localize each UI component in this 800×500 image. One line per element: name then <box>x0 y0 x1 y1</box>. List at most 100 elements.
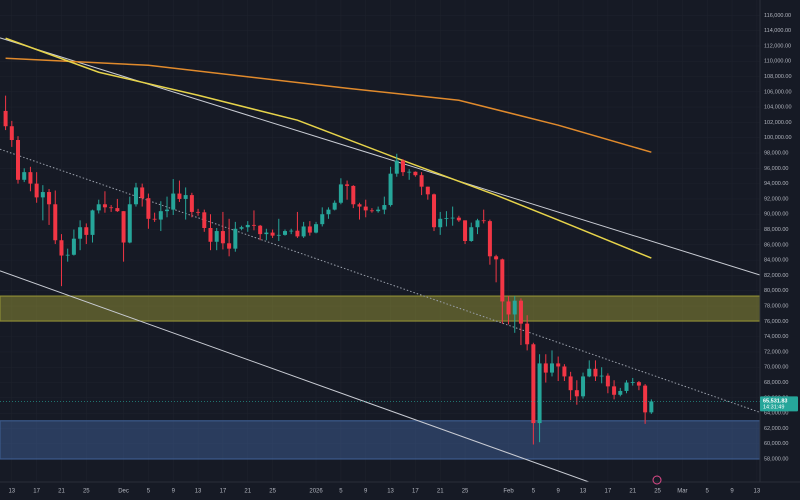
candle-body <box>630 382 635 383</box>
candle-body <box>251 224 256 226</box>
y-tick-label: 110,000.00 <box>764 59 791 65</box>
candle-body <box>90 210 95 235</box>
candle-body <box>587 368 592 377</box>
x-tick-label: 21 <box>437 489 444 495</box>
candle-body <box>556 363 561 367</box>
candle-body <box>53 204 58 241</box>
candle-body <box>84 227 89 235</box>
candle-body <box>196 211 201 213</box>
x-tick-label: 9 <box>730 489 734 495</box>
trendline <box>0 37 760 276</box>
x-tick-label: 13 <box>754 489 761 495</box>
candle-body <box>643 385 648 413</box>
y-tick-label: 94,000.00 <box>764 181 788 187</box>
candle-body <box>96 204 101 211</box>
candle-body <box>463 220 468 241</box>
x-tick-label: 25 <box>269 489 276 495</box>
candle-body <box>400 160 405 173</box>
candle-body <box>618 390 623 395</box>
x-tick-label: 21 <box>244 489 251 495</box>
y-tick-label: 106,000.00 <box>764 89 792 95</box>
candle-body <box>512 300 517 315</box>
y-tick-label: 104,000.00 <box>764 105 792 111</box>
candle-body <box>345 184 350 186</box>
y-tick-label: 72,000.00 <box>764 349 788 355</box>
x-tick-label: 21 <box>58 489 65 495</box>
candle-body <box>649 401 654 413</box>
y-tick-label: 96,000.00 <box>764 166 788 172</box>
candle-body <box>549 363 554 373</box>
candle-body <box>102 204 107 208</box>
x-tick-label: 13 <box>387 489 394 495</box>
candle-body <box>506 301 511 315</box>
candle-body <box>438 218 443 228</box>
last-price-label: 65,531.83 <box>763 398 787 404</box>
candle-body <box>388 173 393 206</box>
y-tick-label: 116,000.00 <box>764 13 791 19</box>
x-tick-label: 13 <box>580 489 587 495</box>
replay-icon[interactable] <box>652 475 662 485</box>
candle-body <box>301 226 306 237</box>
candle-body <box>593 368 598 377</box>
x-tick-label: Dec <box>118 489 129 495</box>
candle-body <box>233 228 238 249</box>
candle-body <box>599 375 604 377</box>
candle-body <box>605 375 610 387</box>
x-tick-label: 9 <box>557 489 561 495</box>
candle-body <box>158 211 163 220</box>
candle-body <box>245 224 250 228</box>
x-tick-label: 17 <box>33 489 40 495</box>
candle-body <box>307 226 312 233</box>
candle-body <box>16 140 21 180</box>
candle-body <box>115 208 120 212</box>
candle-body <box>133 187 138 205</box>
candle-body <box>140 187 145 199</box>
y-tick-label: 58,000.00 <box>764 457 788 463</box>
candle-body <box>624 382 629 391</box>
candle-body <box>320 214 325 225</box>
x-tick-label: 25 <box>462 489 469 495</box>
candle-body <box>34 183 39 198</box>
y-tick-label: 82,000.00 <box>764 273 788 279</box>
candle-body <box>481 220 486 222</box>
y-tick-label: 114,000.00 <box>764 28 791 34</box>
candle-body <box>220 231 225 244</box>
countdown-label: 14:31:49 <box>763 404 784 410</box>
candle-body <box>338 184 343 203</box>
candle-body <box>487 221 492 257</box>
x-tick-label: 17 <box>220 489 227 495</box>
candle-body <box>127 204 132 243</box>
x-tick-label: 9 <box>364 489 368 495</box>
candle-body <box>475 220 480 228</box>
candle-body <box>40 192 45 198</box>
y-tick-label: 80,000.00 <box>764 288 788 294</box>
candle-body <box>444 218 449 219</box>
candle-body <box>227 243 232 249</box>
price-zone <box>0 295 760 322</box>
candle-body <box>152 218 157 220</box>
x-tick-label: 17 <box>412 489 419 495</box>
candle-body <box>450 217 455 219</box>
x-tick-label: 25 <box>654 489 661 495</box>
candle-body <box>189 195 194 212</box>
candle-body <box>537 363 542 424</box>
candle-body <box>413 171 418 176</box>
y-tick-label: 98,000.00 <box>764 150 788 156</box>
x-tick-label: 13 <box>8 489 15 495</box>
candle-body <box>65 254 70 256</box>
candle-body <box>636 382 641 386</box>
candle-body <box>109 207 114 209</box>
price-zone <box>0 420 760 460</box>
candle-body <box>22 172 27 180</box>
y-tick-label: 70,000.00 <box>764 365 788 371</box>
trendline <box>0 270 591 482</box>
y-tick-label: 68,000.00 <box>764 380 788 386</box>
x-tick-label: 17 <box>605 489 612 495</box>
candle-body <box>518 300 523 324</box>
y-tick-label: 102,000.00 <box>764 120 792 126</box>
candle-body <box>419 175 424 187</box>
trendline <box>0 148 760 413</box>
candle-body <box>289 230 294 232</box>
candle-body <box>3 110 8 127</box>
